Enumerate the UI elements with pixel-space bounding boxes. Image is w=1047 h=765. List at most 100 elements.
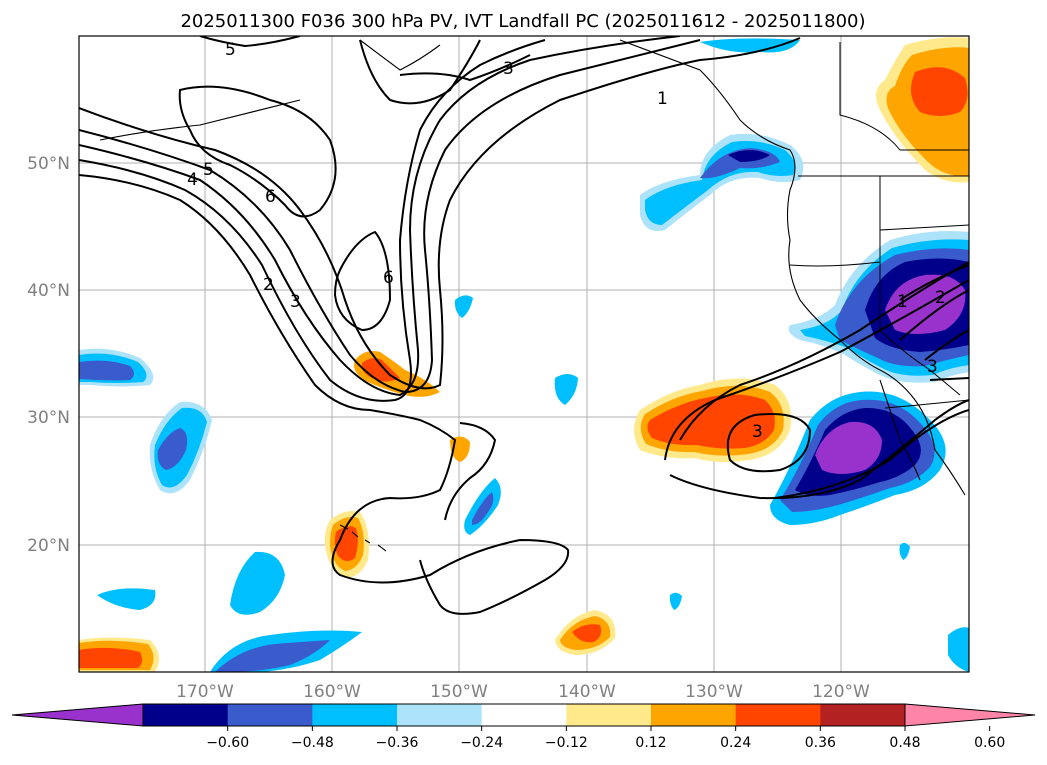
- colorbar-segment: [397, 704, 483, 726]
- border-bc-alaska: [839, 42, 969, 151]
- lon-label: 170°W: [176, 682, 234, 702]
- lon-label: 130°W: [685, 682, 743, 702]
- coastline-alaska: [359, 39, 441, 71]
- colorbar-segment: [566, 704, 652, 726]
- graticule: [79, 36, 969, 672]
- colorbar-segments: [11, 703, 1036, 727]
- pv-contour-closed: [178, 85, 337, 218]
- contour-label: 6: [265, 187, 276, 207]
- colorbar-segment: [735, 704, 821, 726]
- colorbar-tick-label: 0.48: [889, 735, 920, 751]
- pos-region-hawaii-core: [334, 526, 358, 562]
- colorbar-tick-label: −0.24: [460, 735, 503, 751]
- colorbar-segment: [481, 704, 567, 726]
- colorbar-segment: [227, 704, 313, 726]
- pv-contour-east: [899, 264, 969, 341]
- border-or-ca: [789, 176, 881, 267]
- filled-contours: [79, 37, 969, 672]
- colorbar-extend-min: [11, 703, 144, 727]
- pv-contour-east: [924, 329, 969, 381]
- colorbar-extend-max: [904, 703, 1036, 727]
- neg-region-small: [472, 492, 494, 525]
- pv-contours: [79, 36, 969, 615]
- colorbar-tick-label: 0.36: [805, 735, 836, 751]
- pv-contour: [79, 36, 681, 397]
- colorbar-tick-label: −0.12: [545, 735, 588, 751]
- latitude-labels: 50°N 40°N 30°N 20°N: [27, 154, 70, 556]
- colorbar-segment: [651, 704, 737, 726]
- pv-contour: [79, 174, 570, 615]
- colorbar: −0.60 −0.48 −0.36 −0.24 −0.12 0.12 0.24 0.36 0.4…: [11, 703, 1036, 751]
- contour-label: 2: [263, 275, 274, 295]
- lon-label: 140°W: [558, 682, 616, 702]
- coastline-aleutians: [99, 99, 301, 141]
- coastline-north-america: [619, 39, 966, 496]
- pos-region-offshore-core: [647, 394, 775, 449]
- border-wa-or: [879, 224, 969, 231]
- lat-label: 20°N: [27, 536, 70, 556]
- contour-label: 5: [203, 160, 214, 180]
- neg-region-north: [700, 38, 800, 53]
- hawaiian-islands: [339, 524, 387, 552]
- lat-label: 40°N: [27, 281, 70, 301]
- neg-region-bc-core: [728, 150, 770, 162]
- contour-label: 1: [897, 292, 908, 312]
- colorbar-tick-label: −0.48: [291, 735, 334, 751]
- pv-contour-east: [669, 399, 969, 500]
- neg-region-164w: [230, 551, 285, 615]
- contour-label: 3: [752, 422, 763, 442]
- pv-contour: [79, 39, 701, 394]
- map-background: [79, 36, 969, 672]
- coastline-baja: [879, 379, 921, 481]
- contour-label: 5: [225, 40, 236, 60]
- lon-label: 120°W: [812, 682, 870, 702]
- colorbar-tick-label: −0.36: [376, 735, 419, 751]
- contour-label: 1: [657, 89, 668, 109]
- longitude-labels: 170°W 160°W 150°W 140°W 130°W 120°W: [176, 682, 870, 702]
- pv-contour-east-closed: [726, 413, 812, 473]
- lat-label: 30°N: [27, 408, 70, 428]
- pv-contour: [444, 422, 497, 521]
- neg-region-small: [454, 295, 473, 318]
- neg-region-se: [948, 627, 969, 672]
- pv-contour-east: [679, 261, 969, 441]
- pv-contour-east: [664, 279, 969, 461]
- lat-label: 50°N: [27, 154, 70, 174]
- colorbar-ticks: −0.60 −0.48 −0.36 −0.24 −0.12 0.12 0.24 0.36 0.4…: [206, 726, 1005, 751]
- contour-label: 3: [503, 59, 514, 79]
- contour-label: 4: [187, 170, 198, 190]
- coastlines: [99, 39, 966, 552]
- contour-label: 2: [935, 288, 946, 308]
- colorbar-frame: [142, 703, 906, 727]
- contour-label: 3: [290, 292, 301, 312]
- pv-contour: [199, 36, 301, 48]
- neg-region-baja-core: [815, 421, 882, 474]
- neg-region-small: [669, 592, 682, 610]
- contour-label: 6: [383, 268, 394, 288]
- neg-region-south: [215, 640, 330, 672]
- pv-contour-east: [774, 409, 969, 499]
- map-panel: 5 3 1 5 4 6 2 3 6 3 1 2 3: [78, 35, 970, 673]
- border-us-mexico: [884, 399, 969, 409]
- pv-contour: [79, 39, 546, 402]
- colorbar-tick-label: 0.60: [974, 735, 1005, 751]
- neg-region-sw: [97, 588, 156, 610]
- pos-region-141w-core: [572, 624, 602, 643]
- pv-contour: [399, 54, 531, 82]
- neg-region-small: [554, 374, 578, 405]
- lon-label: 160°W: [303, 682, 361, 702]
- colorbar-segment: [143, 704, 229, 726]
- pv-contour: [359, 39, 481, 105]
- colorbar-tick-label: 0.12: [635, 735, 666, 751]
- neg-region-small: [899, 542, 910, 560]
- neg-region-169w: [157, 428, 188, 470]
- map-frame: [78, 35, 970, 673]
- colorbar-tick-label: −0.60: [206, 735, 249, 751]
- pv-contour: [79, 37, 801, 390]
- pos-region-ne-core: [911, 67, 968, 116]
- colorbar-tick-label: 0.24: [720, 735, 751, 751]
- pos-region-sw-core: [79, 647, 143, 668]
- contour-labels: 5 3 1 5 4 6 2 3 6 3 1 2 3: [187, 40, 946, 442]
- contour-label: 3: [927, 357, 938, 377]
